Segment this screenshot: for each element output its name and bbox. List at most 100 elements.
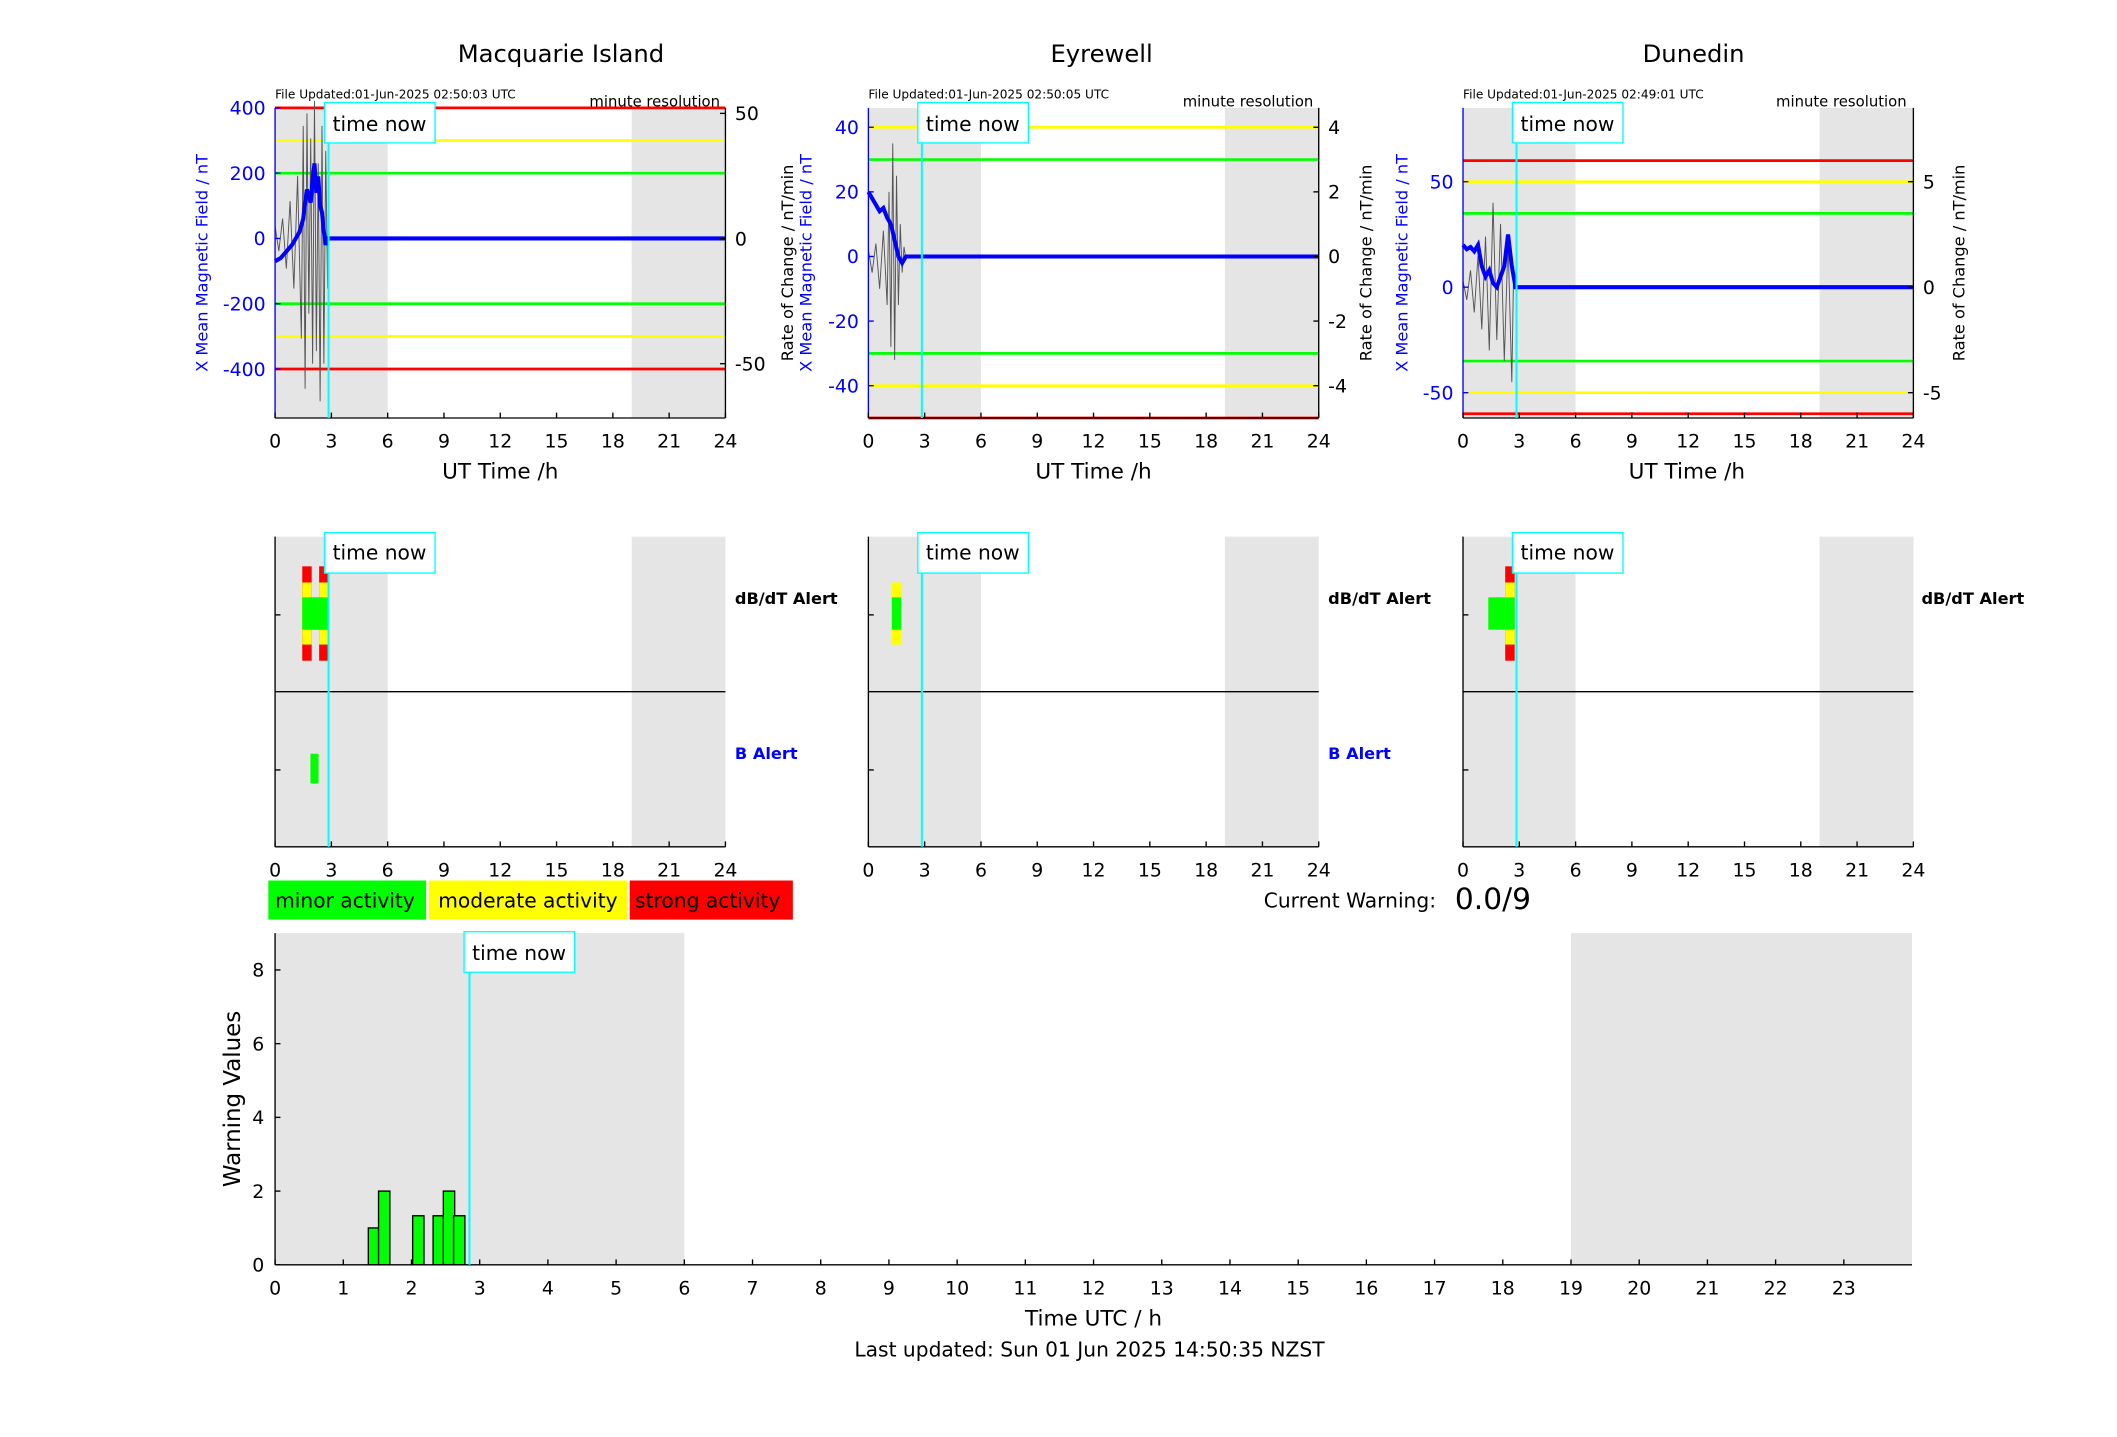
warning-x-tick-label: 14 <box>1218 1277 1242 1299</box>
dbdt-alert-label-dunedin: dB/dT Alert <box>1921 589 2024 608</box>
x-tick-label-macquarie: 9 <box>438 431 450 453</box>
now-marker-label-eyrewell: time now <box>926 112 1020 136</box>
alert-x-tick-label-eyrewell: 18 <box>1194 859 1218 881</box>
warning-now-marker-label: time now <box>472 941 566 965</box>
warning-x-tick-label: 9 <box>883 1277 895 1299</box>
x-axis-label-macquarie: UT Time /h <box>442 460 558 485</box>
y-tick-label-right-eyrewell: -2 <box>1328 311 1347 333</box>
x-tick-label-dunedin: 0 <box>1457 431 1469 453</box>
y-tick-label-right-eyrewell: 0 <box>1328 246 1340 268</box>
warning-x-tick-label: 0 <box>269 1277 281 1299</box>
alert-x-tick-label-dunedin: 24 <box>1901 859 1925 881</box>
file-updated-macquarie: File Updated:01-Jun-2025 02:50:03 UTC <box>275 87 516 101</box>
x-tick-label-eyrewell: 15 <box>1138 431 1162 453</box>
warning-x-tick-label: 19 <box>1559 1277 1583 1299</box>
now-marker-box-eyrewell <box>917 101 1030 144</box>
y-tick-label-left-macquarie: -400 <box>223 359 266 381</box>
x-tick-label-macquarie: 21 <box>657 431 681 453</box>
alert-x-tick-label-eyrewell: 0 <box>862 859 874 881</box>
warning-x-tick-label: 18 <box>1491 1277 1515 1299</box>
now-marker-box-dunedin <box>1511 101 1624 144</box>
dbdt-alert-bar-macquarie-0-green <box>302 597 312 630</box>
alert-x-tick-label-eyrewell: 6 <box>975 859 987 881</box>
alert-x-tick-label-eyrewell: 9 <box>1031 859 1043 881</box>
alert-x-tick-label-dunedin: 0 <box>1457 859 1469 881</box>
y-tick-label-left-macquarie: 200 <box>230 163 266 185</box>
dbdt-alert-bar-dunedin-0-green <box>1488 597 1498 630</box>
field-trace-macquarie <box>274 163 726 264</box>
warning-y-tick-label: 4 <box>252 1107 264 1129</box>
x-tick-label-eyrewell: 21 <box>1250 431 1274 453</box>
night-shade-dunedin-1 <box>1819 107 1914 419</box>
alert-x-tick-label-dunedin: 3 <box>1513 859 1525 881</box>
y-tick-label-left-dunedin: -50 <box>1423 382 1454 404</box>
night-shade-macquarie-1 <box>631 107 726 419</box>
warning-y-tick-label: 8 <box>252 960 264 982</box>
rate-trace-dunedin <box>1462 202 1515 383</box>
warning-x-tick-label: 15 <box>1286 1277 1310 1299</box>
alert-x-tick-label-macquarie: 6 <box>382 859 394 881</box>
warning-x-tick-label: 21 <box>1695 1277 1719 1299</box>
x-tick-label-eyrewell: 9 <box>1031 431 1043 453</box>
warning-x-tick-label: 22 <box>1764 1277 1788 1299</box>
station-title-dunedin: Dunedin <box>1643 39 1745 68</box>
warning-x-tick-label: 1 <box>337 1277 349 1299</box>
warning-y-tick-label: 0 <box>252 1255 264 1277</box>
warning-x-tick-label: 11 <box>1013 1277 1037 1299</box>
alert-x-tick-label-dunedin: 15 <box>1732 859 1756 881</box>
now-marker-label-dunedin: time now <box>1521 112 1615 136</box>
alert-x-tick-label-dunedin: 6 <box>1570 859 1582 881</box>
alert-x-tick-label-macquarie: 3 <box>325 859 337 881</box>
alert-x-tick-label-macquarie: 21 <box>657 859 681 881</box>
warning-y-tick-label: 2 <box>252 1181 264 1203</box>
rate-trace-macquarie <box>274 100 329 402</box>
y-tick-label-left-macquarie: 400 <box>230 98 266 120</box>
x-tick-label-macquarie: 24 <box>713 431 737 453</box>
x-tick-label-eyrewell: 0 <box>862 431 874 453</box>
right-axis-label-dunedin: Rate of Change / nT/min <box>1950 165 1969 362</box>
alert-now-marker-label-macquarie: time now <box>333 541 427 565</box>
alert-x-tick-label-dunedin: 9 <box>1626 859 1638 881</box>
y-tick-label-right-dunedin: -5 <box>1923 382 1942 404</box>
x-tick-label-eyrewell: 12 <box>1082 431 1106 453</box>
alert-x-tick-label-dunedin: 21 <box>1845 859 1869 881</box>
alert-x-tick-label-macquarie: 24 <box>713 859 737 881</box>
y-tick-label-right-macquarie: 0 <box>735 228 747 250</box>
y-tick-label-left-macquarie: -200 <box>223 293 266 315</box>
alert-x-tick-label-macquarie: 18 <box>601 859 625 881</box>
legend-swatch-minor <box>268 880 427 920</box>
now-marker-label-macquarie: time now <box>333 112 427 136</box>
alert-now-marker-box-macquarie <box>323 531 436 574</box>
night-shade-macquarie-0 <box>275 107 388 419</box>
dbdt-alert-bar-macquarie-3-green <box>313 597 323 630</box>
night-shade-eyrewell-1 <box>1224 107 1319 419</box>
y-tick-label-left-eyrewell: 40 <box>835 117 859 139</box>
dbdt-alert-bar-dunedin-2-green <box>1505 597 1515 630</box>
now-marker-box-macquarie <box>323 101 436 144</box>
station-title-macquarie: Macquarie Island <box>458 39 664 68</box>
warning-x-tick-label: 17 <box>1423 1277 1447 1299</box>
alert-x-tick-label-macquarie: 15 <box>545 859 569 881</box>
warning-x-tick-label: 23 <box>1832 1277 1856 1299</box>
legend-label-moderate: moderate activity <box>438 888 617 912</box>
b-alert-label-macquarie: B Alert <box>735 744 798 763</box>
left-axis-label-dunedin: X Mean Magnetic Field / nT <box>1393 154 1412 372</box>
y-tick-label-right-eyrewell: 2 <box>1328 182 1340 204</box>
x-tick-label-dunedin: 3 <box>1513 431 1525 453</box>
y-tick-label-left-dunedin: 0 <box>1442 277 1454 299</box>
warning-x-tick-label: 13 <box>1150 1277 1174 1299</box>
right-axis-label-macquarie: Rate of Change / nT/min <box>778 165 797 362</box>
dbdt-alert-bar-macquarie-1-green <box>319 597 329 630</box>
alert-now-marker-box-dunedin <box>1511 531 1624 574</box>
warning-bar-2 <box>411 1215 425 1266</box>
x-axis-label-eyrewell: UT Time /h <box>1035 460 1151 485</box>
b-alert-bar-macquarie-0 <box>310 753 319 784</box>
warning-x-axis-label: Time UTC / h <box>1024 1306 1162 1331</box>
y-tick-label-left-eyrewell: 0 <box>847 246 859 268</box>
resolution-label-macquarie: minute resolution <box>589 94 720 111</box>
field-trace-dunedin <box>1461 234 1914 292</box>
y-tick-label-left-eyrewell: 20 <box>835 182 859 204</box>
warning-x-tick-label: 12 <box>1082 1277 1106 1299</box>
x-tick-label-macquarie: 3 <box>325 431 337 453</box>
